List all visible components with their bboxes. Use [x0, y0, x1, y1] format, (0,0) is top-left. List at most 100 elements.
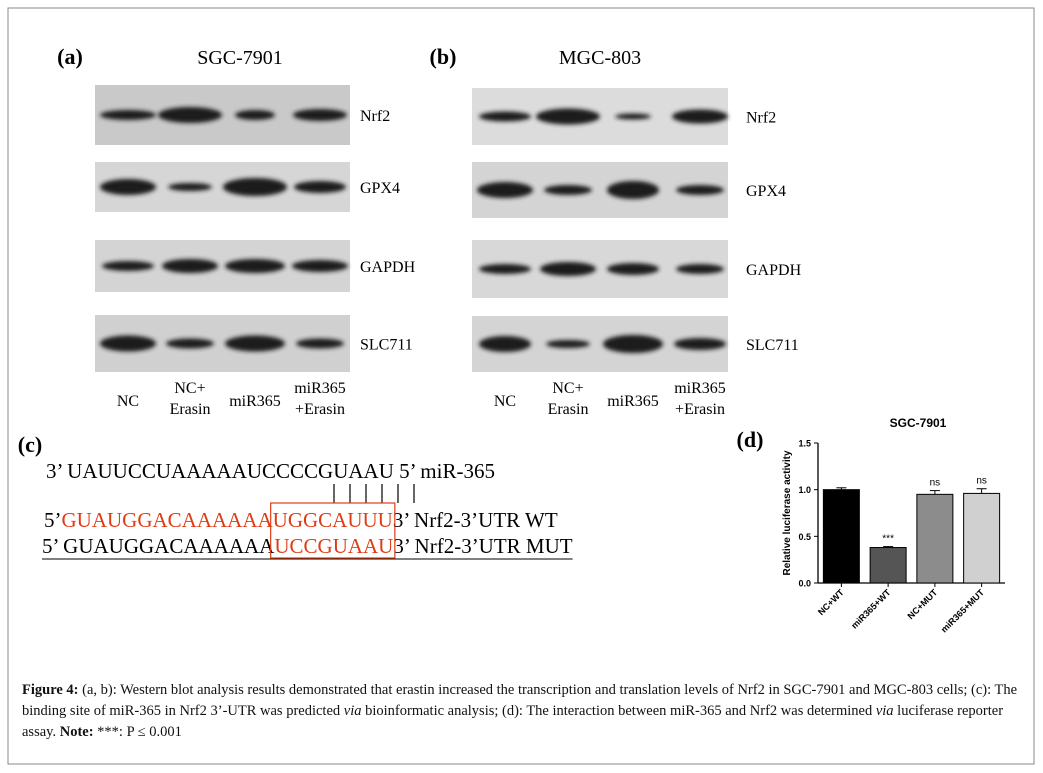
blot-band: [225, 259, 285, 273]
caption-text: luciferase reporter assay.: [22, 703, 1004, 740]
wt-sequence: GUAUGGACAAAAAA: [62, 508, 274, 532]
wt-prefix: 5’: [44, 508, 62, 532]
caption-text: via: [875, 703, 894, 719]
blot-band: [672, 109, 728, 124]
lane-label: miR365: [294, 380, 346, 397]
blot-band: [615, 113, 651, 120]
error-bar: [883, 546, 894, 548]
lane-label: +Erasin: [675, 401, 725, 418]
x-tick-label: NC+MUT: [906, 587, 940, 621]
x-tick-label: NC+WT: [816, 587, 846, 617]
lane-label: NC: [494, 393, 516, 410]
blot-band: [479, 264, 531, 274]
blot-band: [479, 336, 531, 352]
significance-label: ns: [976, 476, 987, 487]
blot-band: [158, 107, 222, 123]
blot-band: [546, 340, 590, 348]
mirna-sequence: 3’ UAUUCCUAAAAAUCCCCGUAAU 5’ miR-365: [46, 459, 495, 483]
y-axis-label: Relative luciferase activity: [782, 450, 793, 576]
bar: [869, 547, 907, 584]
x-tick-label: miR365+WT: [849, 587, 893, 631]
lane-label: Erasin: [170, 401, 211, 418]
blot-band: [544, 185, 592, 195]
bar: [822, 489, 860, 584]
blot-band: [100, 179, 156, 195]
mut-suffix: 3’ Nrf2-3’UTR MUT: [393, 534, 572, 558]
panel-label: (b): [430, 44, 457, 69]
row-label: GAPDH: [360, 259, 416, 276]
row-label: GPX4: [360, 180, 400, 197]
significance-label: ***: [882, 534, 894, 545]
panel-title: SGC-7901: [197, 47, 283, 69]
blot-band: [100, 110, 156, 120]
blot-band: [292, 260, 348, 272]
blot-band: [235, 110, 275, 120]
blot-band: [479, 111, 531, 122]
lane-label: NC+: [552, 380, 583, 397]
lane-label: miR365: [674, 380, 726, 397]
caption-text: ***: P ≤ 0.001: [93, 724, 182, 740]
row-label: Nrf2: [746, 110, 776, 127]
caption-text: bioinformatic analysis; (d): The interac…: [361, 703, 876, 719]
error-bar: [929, 490, 940, 495]
panel-label: (a): [57, 44, 83, 69]
bar: [963, 492, 1001, 584]
y-tick-label: 0.0: [798, 579, 811, 589]
panel-label: (d): [737, 427, 764, 452]
row-label: GAPDH: [746, 262, 802, 279]
blot-band: [293, 109, 347, 121]
bar: [916, 493, 954, 584]
binding-site: UCCGUAAU: [274, 534, 393, 558]
lane-label: miR365: [229, 393, 281, 410]
blot-band: [603, 335, 663, 353]
blot-band: [676, 185, 724, 195]
y-tick-label: 0.5: [798, 532, 811, 542]
blot-band: [102, 261, 154, 271]
row-label: GPX4: [746, 183, 786, 200]
blot-band: [162, 259, 218, 273]
blot-band: [225, 335, 285, 352]
blot-band: [477, 182, 533, 198]
lane-label: Erasin: [548, 401, 589, 418]
blot-band: [223, 178, 287, 196]
blot-band: [607, 181, 659, 199]
blot-band: [540, 262, 596, 276]
x-tick-label: miR365+MUT: [939, 587, 987, 635]
blot-band: [676, 264, 724, 274]
site-box: [270, 502, 396, 559]
caption-text: Figure 4:: [22, 682, 79, 698]
significance-label: ns: [930, 478, 941, 489]
blot-band: [166, 338, 214, 349]
wt-suffix: 3’ Nrf2-3’UTR WT: [393, 508, 558, 532]
blot-band: [536, 108, 600, 125]
chart-title: SGC-7901: [890, 416, 947, 430]
caption: Figure 4: (a, b): Western blot analysis …: [22, 680, 1022, 743]
error-bar: [836, 487, 847, 490]
panel-label: (c): [18, 432, 42, 457]
blot-band: [168, 183, 212, 191]
row-label: SLC711: [360, 337, 413, 354]
row-label: Nrf2: [360, 108, 390, 125]
caption-text: (a, b): Western blot analysis results de…: [22, 682, 1018, 719]
figure-border: [7, 7, 1035, 765]
lane-label: miR365: [607, 393, 659, 410]
caption-text: via: [343, 703, 362, 719]
binding-site: UGGCAUUU: [273, 508, 393, 532]
error-bar: [976, 488, 987, 494]
y-tick-label: 1.0: [798, 485, 811, 495]
mut-sequence: 5’ GUAUGGACAAAAAA: [42, 534, 275, 558]
row-label: SLC711: [746, 337, 799, 354]
y-tick-label: 1.5: [798, 439, 811, 449]
lane-label: NC+: [174, 380, 205, 397]
blot-band: [674, 338, 726, 350]
blot-band: [607, 263, 659, 275]
blot-band: [100, 335, 156, 352]
blot-band: [294, 181, 346, 193]
blot-band: [296, 338, 344, 349]
lane-label: +Erasin: [295, 401, 345, 418]
lane-label: NC: [117, 393, 139, 410]
panel-title: MGC-803: [559, 47, 641, 69]
caption-text: Note:: [59, 724, 94, 740]
